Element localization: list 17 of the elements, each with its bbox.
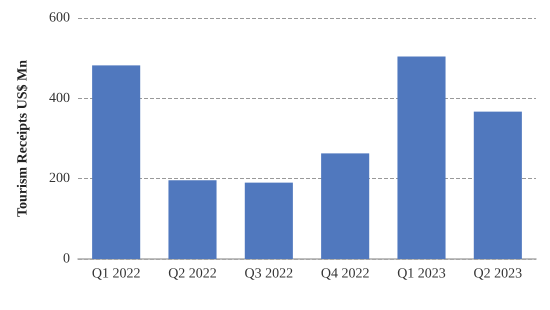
y-tick-label: 0 — [63, 252, 70, 266]
y-tick-label: 600 — [49, 10, 70, 26]
bar — [244, 182, 293, 259]
x-tick-label: Q1 2022 — [92, 266, 140, 282]
bar — [321, 153, 370, 259]
y-tick-label: 400 — [49, 90, 70, 106]
y-tick-label: 200 — [49, 171, 70, 186]
bar — [397, 56, 446, 259]
x-tick-label: Q1 2023 — [397, 266, 446, 282]
y-axis-title: Tourism Receipts US$ Mn — [16, 60, 30, 217]
x-tick-label: Q4 2022 — [320, 266, 370, 282]
x-tick-label: Q2 2023 — [474, 266, 522, 282]
bar — [92, 65, 140, 259]
bar — [474, 112, 522, 259]
x-tick-label: Q2 2022 — [168, 266, 217, 282]
bar — [168, 180, 217, 259]
x-tick-label: Q3 2022 — [244, 266, 294, 282]
